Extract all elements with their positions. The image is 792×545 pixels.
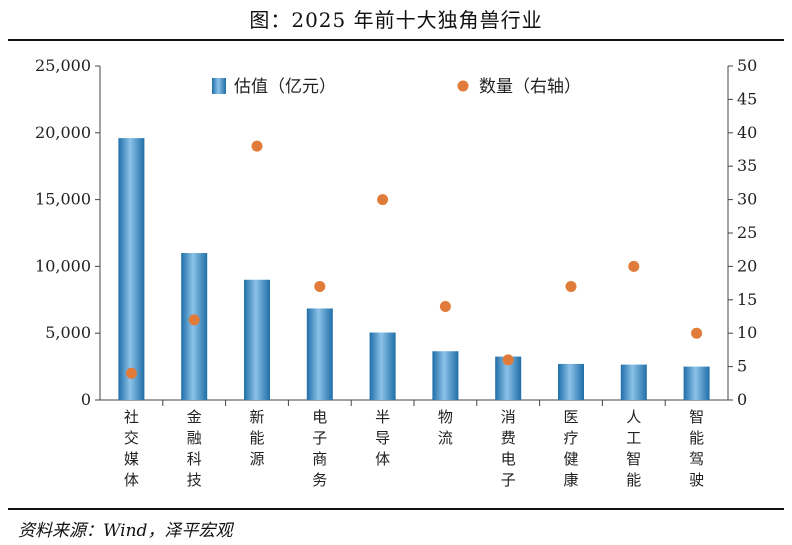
bar: [432, 351, 459, 400]
data-point: [377, 194, 389, 206]
category-label: 新能源: [249, 408, 264, 468]
right-tick-label: 5: [737, 357, 747, 376]
left-tick-label: 20,000: [35, 123, 91, 142]
bar: [620, 364, 647, 400]
category-label: 社交媒体: [124, 408, 139, 489]
right-tick-label: 15: [737, 290, 757, 309]
data-point: [314, 280, 326, 292]
data-point: [188, 314, 200, 326]
figure-title: 图：2025 年前十大独角兽行业: [249, 8, 543, 32]
left-tick-label: 0: [81, 390, 91, 409]
bottom-rule: [8, 508, 784, 510]
category-label: 电子商务: [312, 408, 327, 489]
category-label: 半导体: [375, 408, 390, 468]
legend-bar-swatch: [212, 78, 226, 94]
left-tick-label: 10,000: [35, 256, 91, 275]
data-point: [691, 327, 703, 339]
category-label: 智能驾驶: [689, 408, 704, 489]
legend-bar-label: 估值（亿元）: [234, 77, 336, 97]
right-tick-label: 50: [737, 56, 757, 75]
bar: [558, 363, 584, 400]
left-tick-label: 25,000: [35, 56, 91, 75]
data-point: [628, 260, 640, 272]
legend-dot-swatch: [457, 80, 469, 92]
data-point: [502, 354, 514, 366]
right-tick-label: 40: [737, 123, 757, 142]
data-point: [251, 140, 263, 152]
bar: [683, 366, 710, 400]
source-note: 资料来源：Wind，泽平宏观: [18, 521, 233, 541]
right-tick-label: 25: [737, 223, 757, 242]
data-point: [439, 300, 451, 312]
bar: [369, 332, 396, 400]
category-label: 物流: [438, 408, 453, 447]
category-label: 消费电子: [501, 408, 516, 489]
right-tick-label: 20: [737, 256, 757, 275]
data-point: [125, 367, 137, 379]
bar: [181, 253, 208, 400]
title-rule: [8, 39, 784, 41]
data-point: [565, 280, 577, 292]
right-tick-label: 10: [737, 323, 757, 342]
bar: [306, 308, 333, 400]
bar: [244, 279, 270, 400]
right-tick-label: 0: [737, 390, 747, 409]
left-tick-label: 15,000: [35, 190, 91, 209]
legend-dot-label: 数量（右轴）: [479, 77, 581, 97]
right-tick-label: 30: [737, 190, 757, 209]
left-tick-label: 5,000: [45, 323, 91, 342]
bar: [118, 138, 145, 401]
right-tick-label: 45: [737, 89, 757, 108]
category-label: 金融科技: [187, 408, 202, 489]
category-label: 人工智能: [626, 408, 641, 489]
category-label: 医疗健康: [563, 408, 578, 489]
right-tick-label: 35: [737, 156, 757, 175]
